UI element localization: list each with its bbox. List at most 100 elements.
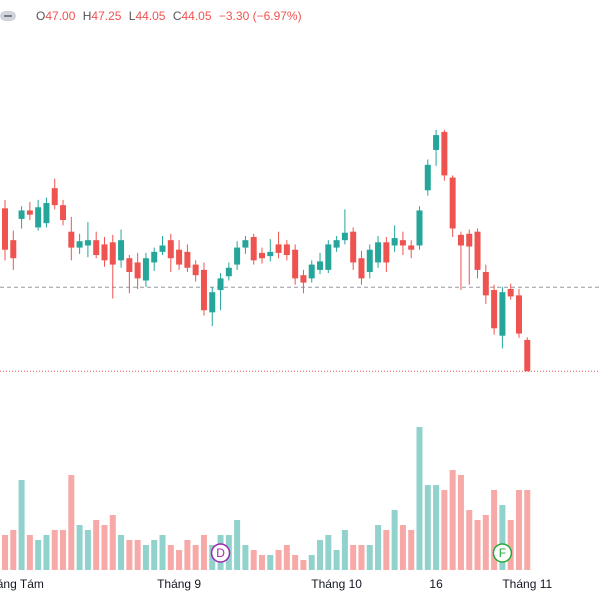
x-tick-label: Tháng 10 xyxy=(311,577,362,591)
volume-bar xyxy=(491,490,498,570)
volume-bar xyxy=(258,555,265,570)
candle-body xyxy=(192,264,199,276)
candle-body xyxy=(275,244,282,253)
close-value: 44.05 xyxy=(182,9,212,23)
candle-body xyxy=(118,240,125,261)
candle-body xyxy=(151,251,158,263)
volume-bar xyxy=(292,555,299,570)
candle-body xyxy=(242,240,249,248)
event-marker[interactable]: F xyxy=(492,543,513,563)
volume-bar xyxy=(18,480,25,570)
candle-body xyxy=(383,242,390,263)
volume-bar xyxy=(126,540,133,570)
volume-bar xyxy=(118,535,125,570)
candle-body xyxy=(250,236,257,261)
candle-body xyxy=(134,262,141,279)
low-label: L xyxy=(129,9,136,23)
x-tick-label: Tháng 9 xyxy=(157,577,201,591)
volume-bar xyxy=(60,530,67,570)
volume-bar xyxy=(242,545,249,570)
candle-body xyxy=(283,244,290,256)
candle-body xyxy=(424,164,431,191)
open-label: O xyxy=(36,9,45,23)
volume-bar xyxy=(383,530,390,570)
volume-bar xyxy=(474,520,481,570)
volume-bar xyxy=(35,540,42,570)
low-value: 44.05 xyxy=(135,9,165,23)
candle-body xyxy=(159,245,166,252)
candle-body xyxy=(234,247,241,265)
candle-body xyxy=(26,210,33,215)
candle-body xyxy=(76,241,83,248)
candle-body xyxy=(84,240,91,246)
candle-body xyxy=(341,232,348,241)
candle-body xyxy=(217,278,224,291)
candle-body xyxy=(167,240,174,259)
change-value: −3.30 (−6.97%) xyxy=(219,9,302,23)
candle-body xyxy=(399,240,406,246)
candle-body xyxy=(441,131,448,176)
candle-body xyxy=(93,240,100,256)
candle-body xyxy=(474,231,481,270)
candle-body xyxy=(325,244,332,270)
volume-bar xyxy=(317,540,324,570)
x-tick-label: 16 xyxy=(429,577,443,591)
high-value: 47.25 xyxy=(91,9,121,23)
candle-body xyxy=(515,295,522,334)
candle-body xyxy=(267,251,274,257)
candle-body xyxy=(366,249,373,273)
candle-body xyxy=(176,249,183,265)
candle-body xyxy=(258,252,265,259)
volume-bar xyxy=(433,485,440,570)
volume-bar xyxy=(142,545,149,570)
volume-bar xyxy=(184,540,191,570)
candle-body xyxy=(35,207,42,228)
candle-body xyxy=(2,208,8,250)
volume-bar xyxy=(234,520,241,570)
volume-bar xyxy=(333,550,340,570)
volume-bar xyxy=(283,545,290,570)
volume-bar xyxy=(449,470,456,570)
volume-bar xyxy=(366,545,373,570)
event-marker[interactable]: D xyxy=(210,543,231,563)
candle-body xyxy=(68,231,75,248)
volume-bar xyxy=(68,475,75,570)
candle-body xyxy=(209,292,216,313)
candle-body xyxy=(200,269,207,311)
candle-body xyxy=(10,240,17,259)
candle-body xyxy=(482,272,489,296)
candle-body xyxy=(292,249,299,279)
volume-bar xyxy=(43,535,50,570)
candle-body xyxy=(391,238,398,246)
candle-body xyxy=(524,339,531,372)
candle-body xyxy=(408,245,415,250)
volume-bar xyxy=(325,535,332,570)
candle-body xyxy=(184,251,191,268)
event-marker-label: D xyxy=(216,546,225,560)
open-value: 47.00 xyxy=(45,9,75,23)
collapse-icon-bar xyxy=(4,15,12,17)
ohlc-header: O47.00 H47.25 L44.05 C44.05 −3.30 (−6.97… xyxy=(36,9,302,23)
volume-bar xyxy=(358,545,365,570)
volume-bar xyxy=(441,490,448,570)
volume-bar xyxy=(267,555,274,570)
volume-bar xyxy=(76,525,83,570)
candle-body xyxy=(51,188,58,206)
volume-bar xyxy=(399,525,406,570)
candle-body xyxy=(350,231,357,263)
x-tick-label: Tháng Tám xyxy=(0,577,44,591)
candle-body xyxy=(433,135,440,150)
candle-body xyxy=(457,234,464,246)
volume-bar xyxy=(84,530,91,570)
high-label: H xyxy=(83,9,92,23)
volume-bar xyxy=(408,530,415,570)
candle-body xyxy=(300,275,307,283)
volume-bar xyxy=(457,475,464,570)
candle-body xyxy=(126,258,133,273)
candle-body xyxy=(60,205,67,220)
volume-bar xyxy=(275,550,282,570)
candle-body xyxy=(507,288,514,297)
candle-body xyxy=(142,258,149,281)
volume-bar xyxy=(424,485,431,570)
